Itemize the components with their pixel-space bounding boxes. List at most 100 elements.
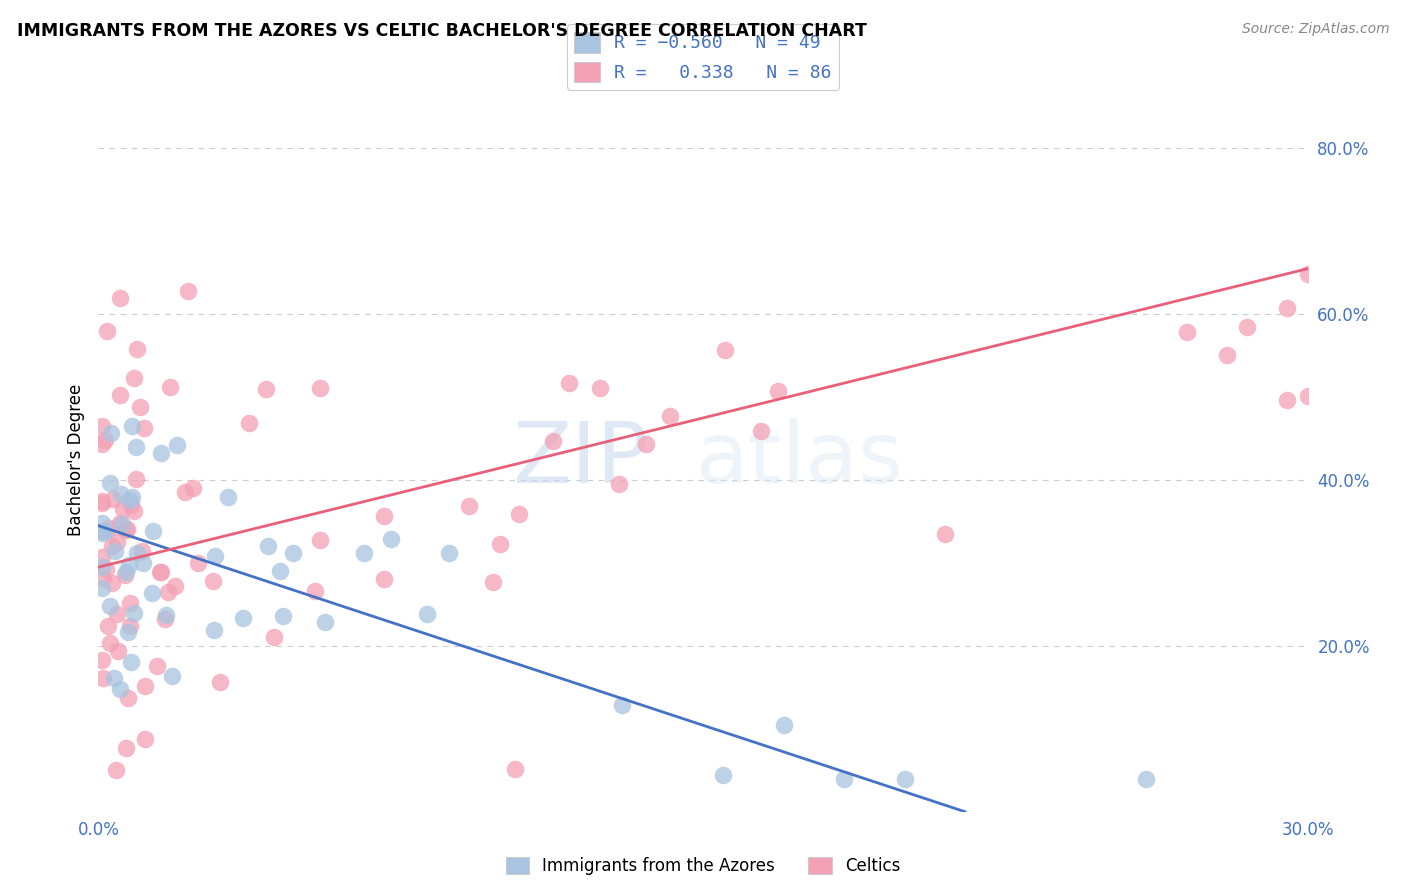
Point — [115, 565, 138, 579]
Point — [125, 471, 148, 485]
Point — [91, 493, 114, 508]
Point — [271, 609, 294, 624]
Point — [114, 740, 136, 755]
Point — [934, 526, 956, 541]
Point — [893, 772, 915, 786]
Point — [118, 558, 141, 573]
Point — [111, 502, 134, 516]
Point — [149, 565, 172, 579]
Point — [146, 658, 169, 673]
Legend: Immigrants from the Azores, Celtics: Immigrants from the Azores, Celtics — [499, 850, 907, 882]
Point — [437, 545, 460, 559]
Text: IMMIGRANTS FROM THE AZORES VS CELTIC BACHELOR'S DEGREE CORRELATION CHART: IMMIGRANTS FROM THE AZORES VS CELTIC BAC… — [17, 22, 866, 40]
Point — [118, 618, 141, 632]
Point — [353, 546, 375, 560]
Point — [125, 546, 148, 560]
Point — [309, 381, 332, 395]
Point — [132, 557, 155, 571]
Point — [503, 762, 526, 776]
Text: atlas: atlas — [696, 417, 904, 501]
Point — [121, 419, 143, 434]
Point — [1236, 319, 1258, 334]
Point — [204, 549, 226, 563]
Point — [711, 768, 734, 782]
Text: Source: ZipAtlas.com: Source: ZipAtlas.com — [1241, 22, 1389, 37]
Point — [166, 437, 188, 451]
Point — [117, 691, 139, 706]
Point — [91, 524, 114, 538]
Point — [98, 636, 121, 650]
Point — [118, 596, 141, 610]
Point — [142, 524, 165, 539]
Point — [120, 499, 142, 513]
Point — [607, 476, 630, 491]
Point — [94, 524, 117, 538]
Point — [117, 624, 139, 639]
Point — [181, 481, 204, 495]
Point — [304, 584, 326, 599]
Point — [309, 533, 332, 548]
Point — [121, 490, 143, 504]
Point — [482, 574, 505, 589]
Point — [98, 475, 121, 490]
Point — [416, 607, 439, 621]
Point — [129, 400, 152, 414]
Point — [122, 371, 145, 385]
Point — [157, 584, 180, 599]
Point — [120, 656, 142, 670]
Point — [634, 436, 657, 450]
Point — [91, 560, 114, 574]
Point — [263, 630, 285, 644]
Point — [713, 343, 735, 357]
Point — [91, 653, 114, 667]
Point — [100, 425, 122, 440]
Point — [110, 682, 132, 697]
Point — [132, 421, 155, 435]
Point — [163, 579, 186, 593]
Point — [122, 606, 145, 620]
Point — [749, 424, 772, 438]
Point — [1277, 393, 1299, 408]
Point — [204, 623, 226, 637]
Point — [380, 532, 402, 546]
Point — [91, 581, 114, 595]
Point — [104, 544, 127, 558]
Point — [91, 437, 114, 451]
Point — [187, 556, 209, 570]
Point — [153, 612, 176, 626]
Point — [114, 567, 136, 582]
Point — [772, 718, 794, 732]
Point — [98, 599, 121, 613]
Point — [94, 433, 117, 447]
Point — [269, 564, 291, 578]
Point — [98, 521, 121, 535]
Y-axis label: Bachelor's Degree: Bachelor's Degree — [66, 384, 84, 535]
Point — [257, 540, 280, 554]
Point — [1175, 326, 1198, 340]
Point — [127, 342, 149, 356]
Point — [160, 669, 183, 683]
Point — [101, 492, 124, 507]
Point — [458, 499, 481, 513]
Point — [488, 537, 510, 551]
Point — [1135, 772, 1157, 786]
Point — [238, 416, 260, 430]
Point — [508, 508, 530, 522]
Point — [254, 382, 277, 396]
Point — [115, 523, 138, 537]
Point — [105, 607, 128, 621]
Point — [110, 292, 132, 306]
Point — [149, 565, 172, 579]
Point — [104, 764, 127, 778]
Point — [766, 384, 789, 398]
Point — [108, 388, 131, 402]
Point — [114, 523, 136, 537]
Point — [110, 487, 132, 501]
Point — [543, 434, 565, 448]
Point — [1216, 348, 1239, 362]
Point — [131, 544, 153, 558]
Point — [557, 376, 579, 390]
Point — [105, 534, 128, 549]
Point — [612, 698, 634, 713]
Point — [93, 570, 115, 584]
